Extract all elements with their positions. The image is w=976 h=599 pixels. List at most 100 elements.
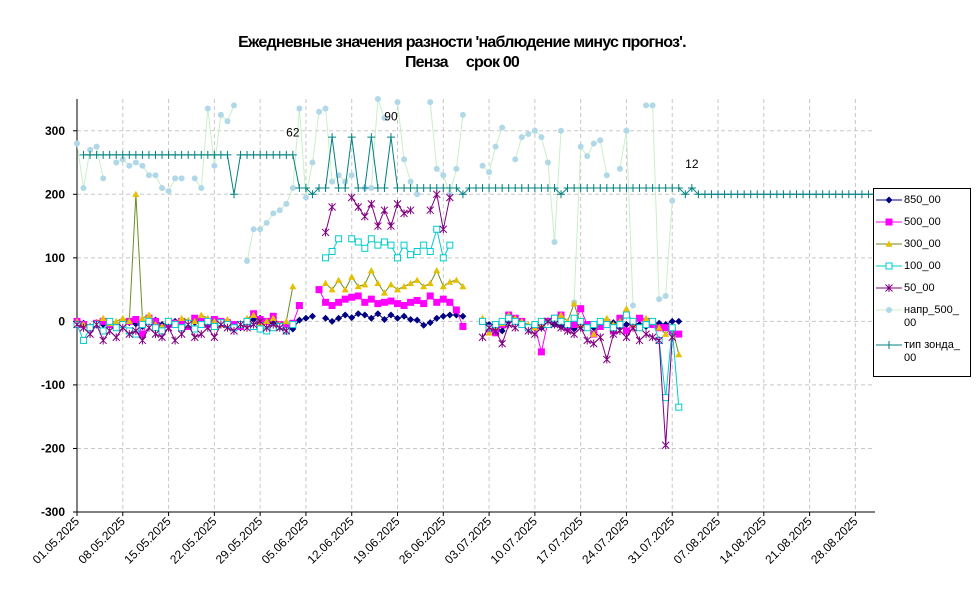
point	[197, 311, 205, 318]
x-tick-label: 26.06.2025	[396, 514, 449, 567]
point	[687, 183, 696, 192]
legend: 850_00 500_00 300_00 100_00 50_00 напр_500_00…	[873, 188, 971, 377]
y-tick-label: 300	[45, 124, 65, 138]
point	[674, 183, 683, 192]
point	[420, 300, 428, 308]
legend-label: 500_00	[904, 216, 941, 228]
point	[662, 292, 669, 299]
point	[125, 330, 134, 339]
point	[512, 156, 519, 163]
point	[459, 322, 467, 330]
point	[374, 241, 382, 249]
point	[583, 324, 591, 332]
point	[112, 317, 120, 325]
point	[452, 306, 460, 314]
point	[485, 323, 493, 332]
point	[191, 317, 199, 325]
point	[636, 324, 644, 332]
x-tick-label: 17.07.2025	[533, 514, 586, 567]
point	[341, 183, 350, 192]
point	[321, 183, 330, 192]
point	[256, 325, 264, 333]
point	[282, 326, 291, 335]
point	[223, 323, 232, 332]
point	[367, 267, 375, 274]
point	[458, 190, 467, 199]
point	[171, 336, 179, 345]
point	[328, 286, 336, 293]
legend-entry: 850_00	[874, 194, 970, 207]
point	[152, 172, 159, 179]
point	[87, 146, 94, 153]
point	[446, 278, 454, 285]
point	[656, 296, 663, 303]
point	[446, 311, 454, 319]
point	[459, 282, 467, 290]
legend-marker	[885, 196, 893, 204]
point	[609, 324, 617, 332]
point	[433, 165, 440, 172]
point	[262, 323, 271, 332]
point	[557, 323, 565, 332]
point	[380, 315, 388, 323]
point	[270, 210, 277, 217]
point	[623, 127, 630, 134]
point	[360, 212, 369, 221]
point	[243, 323, 251, 332]
x-tick-label: 19.06.2025	[350, 514, 403, 567]
point	[570, 300, 578, 307]
point	[537, 323, 546, 332]
point	[426, 206, 435, 215]
point	[400, 282, 408, 290]
point	[518, 321, 526, 329]
annotation: 90	[384, 109, 398, 123]
point	[184, 320, 193, 329]
point	[243, 317, 251, 325]
point	[499, 124, 506, 131]
y-tick-label: -100	[41, 378, 65, 392]
point	[178, 317, 186, 325]
point	[394, 300, 402, 308]
point	[511, 323, 520, 332]
point	[648, 333, 657, 342]
legend-marker	[886, 307, 892, 313]
point	[380, 289, 388, 296]
point	[367, 133, 376, 142]
point	[354, 238, 362, 246]
point	[380, 238, 388, 246]
point	[347, 133, 356, 142]
legend-marker	[885, 218, 893, 226]
point	[191, 325, 199, 333]
point	[367, 235, 375, 243]
point	[301, 183, 310, 192]
point	[361, 281, 369, 288]
point	[132, 190, 140, 198]
point	[675, 350, 683, 358]
point	[439, 254, 447, 262]
point	[433, 298, 441, 306]
point	[348, 314, 356, 322]
point	[406, 206, 415, 215]
point	[577, 305, 585, 313]
legend-entry: напр_500_00	[874, 304, 970, 330]
point	[498, 339, 507, 348]
point	[328, 203, 336, 212]
point	[629, 317, 637, 325]
point	[538, 134, 545, 141]
point	[106, 317, 114, 325]
point	[335, 298, 343, 306]
point	[622, 327, 630, 335]
point	[564, 321, 572, 329]
point	[387, 222, 395, 231]
point	[257, 226, 264, 233]
point	[492, 321, 500, 329]
point	[662, 330, 670, 337]
legend-swatch	[876, 196, 902, 204]
point	[132, 159, 139, 166]
point	[570, 321, 578, 329]
point	[642, 330, 650, 339]
point	[341, 286, 349, 293]
point	[99, 327, 107, 335]
point	[420, 282, 428, 290]
